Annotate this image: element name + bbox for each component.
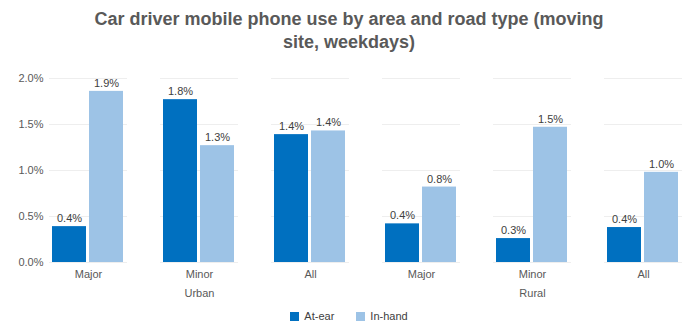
svg-text:1.0%: 1.0% [649, 158, 674, 170]
svg-text:Major: Major [408, 268, 436, 280]
svg-text:Urban: Urban [185, 287, 215, 299]
svg-text:0.3%: 0.3% [501, 224, 526, 236]
svg-text:0.0%: 0.0% [18, 256, 43, 268]
svg-text:2.0%: 2.0% [18, 72, 43, 84]
svg-text:1.4%: 1.4% [279, 120, 304, 132]
svg-text:0.8%: 0.8% [427, 173, 452, 185]
svg-text:Minor: Minor [186, 268, 214, 280]
html-text:At-ear: At-ear [304, 310, 335, 322]
svg-text:0.4%: 0.4% [57, 212, 82, 224]
svg-text:1.4%: 1.4% [316, 116, 341, 128]
svg-text:0.5%: 0.5% [18, 210, 43, 222]
svg-text:Minor: Minor [519, 268, 547, 280]
svg-text:1.3%: 1.3% [205, 131, 230, 143]
svg-text:All: All [304, 268, 316, 280]
html-text:In-hand: In-hand [370, 310, 408, 322]
svg-text:0.4%: 0.4% [390, 209, 415, 221]
svg-text:0.4%: 0.4% [612, 213, 637, 225]
svg-text:1.0%: 1.0% [18, 164, 43, 176]
svg-text:1.5%: 1.5% [18, 118, 43, 130]
html-text:Car driver mobile phone use by: Car driver mobile phone use by area and … [94, 9, 604, 52]
svg-text:1.9%: 1.9% [94, 77, 119, 89]
svg-text:1.8%: 1.8% [168, 85, 193, 97]
svg-text:All: All [637, 268, 649, 280]
svg-text:1.5%: 1.5% [538, 113, 563, 125]
svg-text:Rural: Rural [519, 287, 545, 299]
svg-text:Major: Major [75, 268, 103, 280]
